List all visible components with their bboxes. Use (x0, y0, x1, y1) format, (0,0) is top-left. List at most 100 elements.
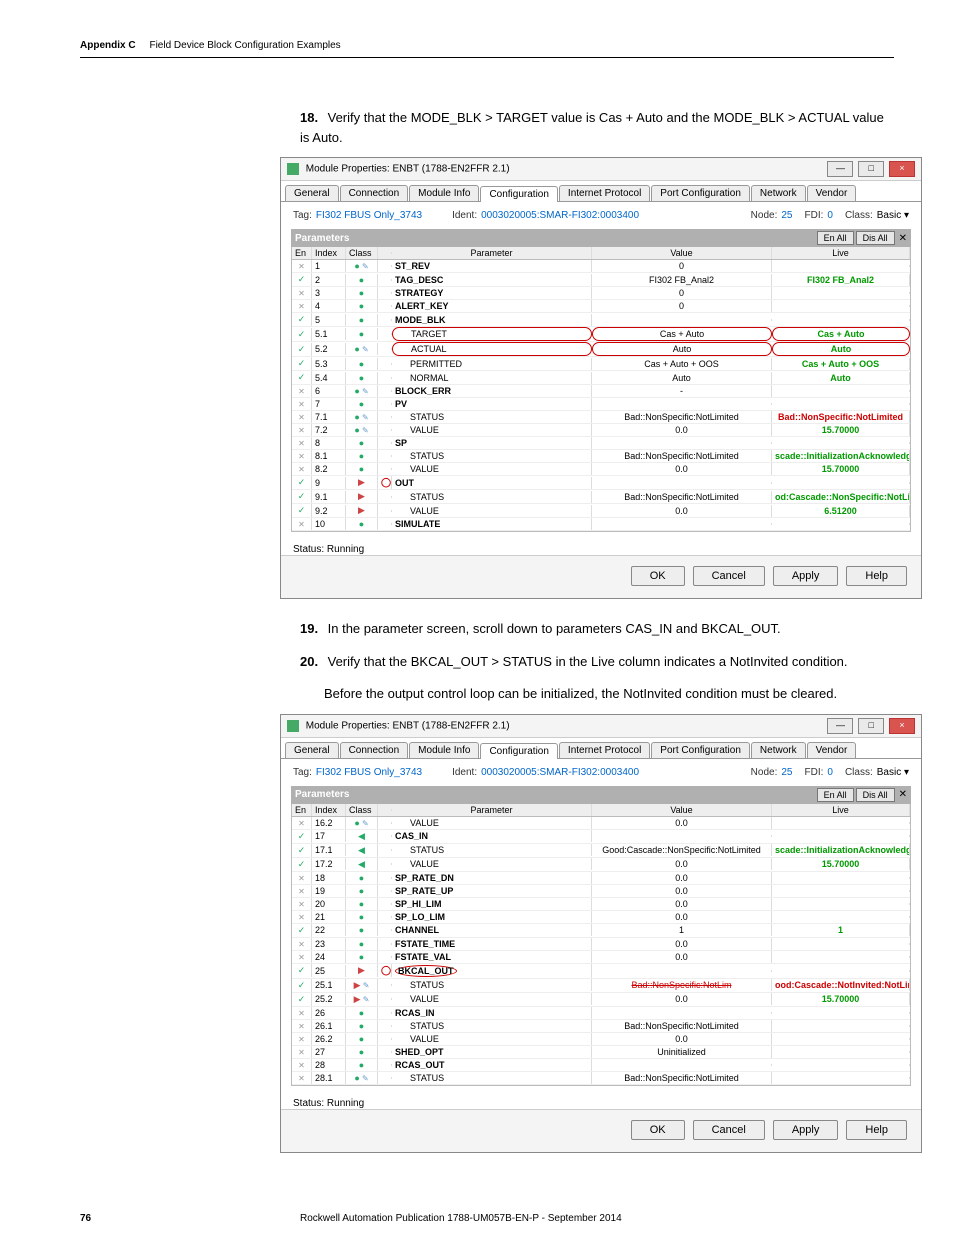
en-cell[interactable] (292, 872, 312, 884)
help-button[interactable]: Help (846, 566, 907, 586)
maximize-icon[interactable]: □ (858, 718, 884, 734)
en-cell[interactable] (292, 885, 312, 897)
table-row[interactable]: 17.2◀VALUE0.015.70000 (292, 858, 910, 872)
table-row[interactable]: 28.1● ✎STATUSBad::NonSpecific:NotLimited (292, 1072, 910, 1085)
table-row[interactable]: 7.1● ✎STATUSBad::NonSpecific:NotLimitedB… (292, 411, 910, 424)
en-cell[interactable] (292, 328, 312, 341)
en-cell[interactable] (292, 463, 312, 475)
en-cell[interactable] (292, 504, 312, 517)
tab-network[interactable]: Network (751, 742, 806, 758)
en-cell[interactable] (292, 844, 312, 857)
table-row[interactable]: 6● ✎BLOCK_ERR- (292, 385, 910, 398)
table-row[interactable]: 24●FSTATE_VAL0.0 (292, 951, 910, 964)
en-cell[interactable] (292, 490, 312, 503)
tab-module-info[interactable]: Module Info (409, 185, 479, 201)
en-cell[interactable] (292, 1007, 312, 1019)
en-cell[interactable] (292, 979, 312, 992)
en-cell[interactable] (292, 1033, 312, 1045)
tab-vendor[interactable]: Vendor (807, 185, 857, 201)
close-panel-icon[interactable]: ✕ (899, 789, 907, 800)
table-row[interactable]: 1● ✎ST_REV0 (292, 260, 910, 273)
table-row[interactable]: 9.1▶STATUSBad::NonSpecific:NotLimitedod:… (292, 490, 910, 504)
table-row[interactable]: 20●SP_HI_LIM0.0 (292, 898, 910, 911)
minimize-icon[interactable]: — (827, 718, 853, 734)
tab-vendor[interactable]: Vendor (807, 742, 857, 758)
tab-network[interactable]: Network (751, 185, 806, 201)
table-row[interactable]: 22●CHANNEL11 (292, 924, 910, 938)
en-cell[interactable] (292, 300, 312, 312)
window-controls[interactable]: — □ × (825, 718, 915, 734)
apply-button[interactable]: Apply (773, 566, 839, 586)
en-cell[interactable] (292, 1020, 312, 1032)
class-value[interactable]: Basic (877, 767, 901, 778)
table-row[interactable]: 9.2▶VALUE0.06.51200 (292, 504, 910, 518)
close-panel-icon[interactable]: ✕ (899, 233, 907, 244)
table-row[interactable]: 4●ALERT_KEY0 (292, 300, 910, 313)
en-cell[interactable] (292, 951, 312, 963)
en-cell[interactable] (292, 343, 312, 356)
help-button[interactable]: Help (846, 1120, 907, 1140)
tab-internet-protocol[interactable]: Internet Protocol (559, 185, 650, 201)
table-row[interactable]: 7.2● ✎VALUE0.015.70000 (292, 424, 910, 437)
tab-general[interactable]: General (285, 185, 339, 201)
tab-port-configuration[interactable]: Port Configuration (651, 742, 750, 758)
table-row[interactable]: 26●RCAS_IN (292, 1007, 910, 1020)
en-cell[interactable] (292, 1072, 312, 1084)
class-value[interactable]: Basic (877, 210, 901, 221)
dis-all-button[interactable]: Dis All (856, 231, 895, 245)
tab-connection[interactable]: Connection (340, 742, 409, 758)
minimize-icon[interactable]: — (827, 161, 853, 177)
en-cell[interactable] (292, 911, 312, 923)
table-row[interactable]: 8.1●STATUSBad::NonSpecific:NotLimitedsca… (292, 450, 910, 463)
en-all-button[interactable]: En All (817, 231, 854, 245)
en-cell[interactable] (292, 437, 312, 449)
tab-general[interactable]: General (285, 742, 339, 758)
tab-configuration[interactable]: Configuration (480, 743, 557, 759)
apply-button[interactable]: Apply (773, 1120, 839, 1140)
ok-button[interactable]: OK (631, 566, 685, 586)
table-row[interactable]: 21●SP_LO_LIM0.0 (292, 911, 910, 924)
en-cell[interactable] (292, 924, 312, 937)
table-row[interactable]: 16.2● ✎VALUE0.0 (292, 817, 910, 830)
ok-button[interactable]: OK (631, 1120, 685, 1140)
en-cell[interactable] (292, 858, 312, 871)
table-row[interactable]: 28●RCAS_OUT (292, 1059, 910, 1072)
en-cell[interactable] (292, 964, 312, 977)
tab-internet-protocol[interactable]: Internet Protocol (559, 742, 650, 758)
en-cell[interactable] (292, 993, 312, 1006)
cancel-button[interactable]: Cancel (693, 566, 765, 586)
table-row[interactable]: 26.2●VALUE0.0 (292, 1033, 910, 1046)
table-row[interactable]: 26.1●STATUSBad::NonSpecific:NotLimited (292, 1020, 910, 1033)
table-row[interactable]: 5.2● ✎ACTUALAutoAuto (292, 342, 910, 357)
en-cell[interactable] (292, 1046, 312, 1058)
table-row[interactable]: 8●SP (292, 437, 910, 450)
tab-configuration[interactable]: Configuration (480, 186, 557, 202)
table-row[interactable]: 17◀CAS_IN (292, 830, 910, 844)
en-cell[interactable] (292, 1059, 312, 1071)
table-row[interactable]: 7●PV (292, 398, 910, 411)
tab-port-configuration[interactable]: Port Configuration (651, 185, 750, 201)
en-cell[interactable] (292, 260, 312, 272)
en-cell[interactable] (292, 424, 312, 436)
table-row[interactable]: 27●SHED_OPTUninitialized (292, 1046, 910, 1059)
tab-connection[interactable]: Connection (340, 185, 409, 201)
table-row[interactable]: 25▶◯BKCAL_OUT (292, 964, 910, 979)
table-row[interactable]: 5.3●PERMITTEDCas + Auto + OOSCas + Auto … (292, 357, 910, 371)
en-cell[interactable] (292, 938, 312, 950)
cancel-button[interactable]: Cancel (693, 1120, 765, 1140)
table-row[interactable]: 5●MODE_BLK (292, 313, 910, 327)
en-cell[interactable] (292, 518, 312, 530)
table-row[interactable]: 9▶◯OUT (292, 476, 910, 490)
en-cell[interactable] (292, 287, 312, 299)
table-row[interactable]: 17.1◀STATUSGood:Cascade::NonSpecific:Not… (292, 844, 910, 858)
table-row[interactable]: 10●SIMULATE (292, 518, 910, 531)
table-row[interactable]: 23●FSTATE_TIME0.0 (292, 938, 910, 951)
en-cell[interactable] (292, 817, 312, 829)
close-icon[interactable]: × (889, 718, 915, 734)
table-row[interactable]: 18●SP_RATE_DN0.0 (292, 872, 910, 885)
table-row[interactable]: 5.4●NORMALAutoAuto (292, 371, 910, 385)
table-row[interactable]: 5.1●TARGETCas + AutoCas + Auto (292, 327, 910, 342)
en-cell[interactable] (292, 357, 312, 370)
table-row[interactable]: 25.2▶ ✎VALUE0.015.70000 (292, 993, 910, 1007)
window-controls[interactable]: — □ × (825, 161, 915, 177)
